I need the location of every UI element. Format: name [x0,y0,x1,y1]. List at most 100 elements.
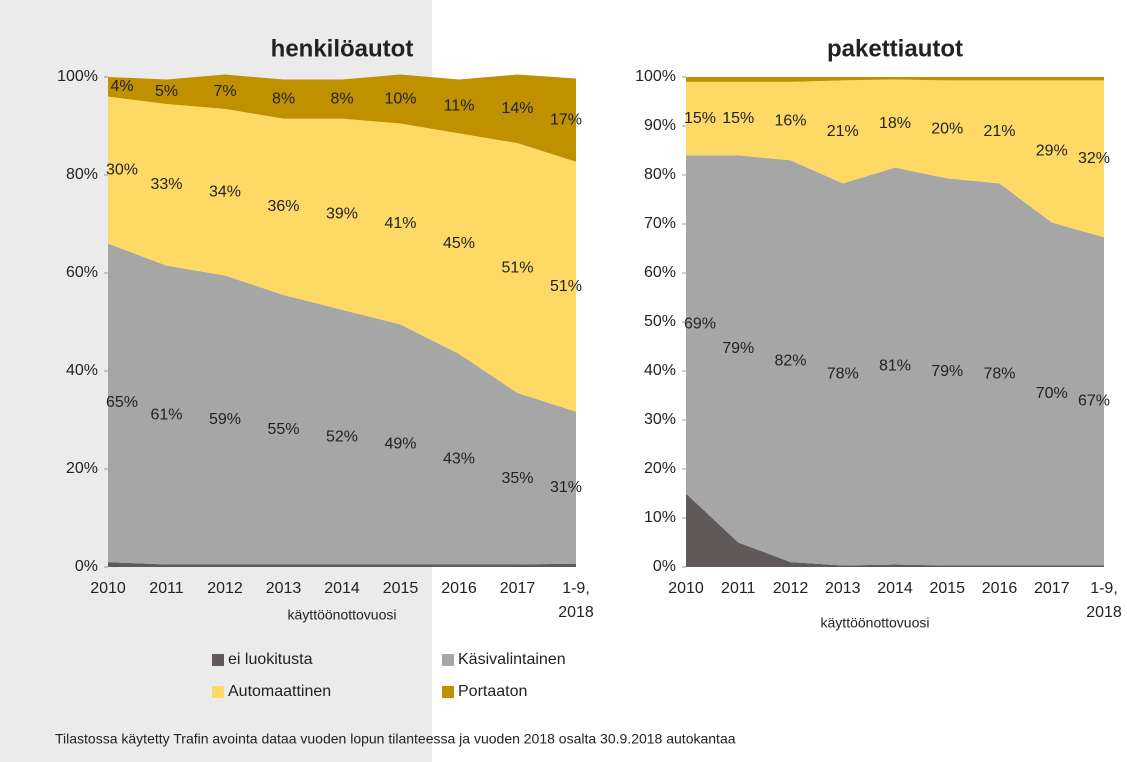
x-tick-label: 2016 [982,580,1018,597]
data-label: 79% [722,340,754,357]
data-label: 17% [550,111,582,128]
data-label: 33% [150,176,182,193]
x-tick-label: 1-9, 2018 [558,580,594,621]
data-label: 7% [213,83,236,100]
y-tick-label: 40% [66,362,98,379]
x-axis-label: käyttöönottovuosi [821,615,930,631]
x-tick-label: 2017 [500,580,536,597]
data-label: 49% [384,436,416,453]
y-tick-label: 70% [644,215,676,232]
x-tick-label: 2015 [929,580,965,597]
legend-label: ei luokitusta [228,651,313,668]
data-label: 20% [931,121,963,138]
x-tick-label: 2010 [90,580,126,597]
data-label: 69% [684,316,716,333]
x-tick-label: 2013 [825,580,861,597]
x-tick-label: 2017 [1034,580,1070,597]
area [686,79,1104,238]
y-tick-label: 60% [644,264,676,281]
data-label: 51% [501,259,533,276]
legend-label: Automaattinen [228,683,331,700]
data-label: 29% [1036,143,1068,160]
data-label: 5% [155,83,178,100]
data-label: 52% [326,428,358,445]
x-tick-label: 2011 [721,580,756,597]
y-tick-label: 10% [644,509,676,526]
y-tick-label: 40% [644,362,676,379]
area [686,155,1104,566]
data-label: 34% [209,183,241,200]
data-label: 43% [443,450,475,467]
legend-label: Portaaton [458,683,527,700]
data-label: 30% [106,161,138,178]
y-tick-label: 50% [644,313,676,330]
data-label: 61% [150,406,182,423]
data-label: 45% [443,235,475,252]
data-label: 41% [384,215,416,232]
x-tick-label: 2013 [266,580,302,597]
y-tick-label: 90% [644,117,676,134]
y-tick-label: 0% [653,558,676,575]
footnote: Tilastossa käytetty Trafin avointa dataa… [55,731,736,747]
x-tick-label: 2014 [324,580,360,597]
x-tick-label: 2015 [383,580,419,597]
y-tick-label: 100% [57,68,98,85]
data-label: 78% [827,366,859,383]
x-tick-label: 1-9, 2018 [1086,580,1122,621]
data-label: 10% [384,90,416,107]
data-label: 82% [774,352,806,369]
y-tick-label: 30% [644,411,676,428]
area [686,77,1104,82]
data-label: 21% [827,123,859,140]
data-label: 16% [774,112,806,129]
data-label: 65% [106,394,138,411]
legend-swatch [212,654,224,666]
data-label: 14% [501,100,533,117]
data-label: 31% [550,479,582,496]
data-label: 32% [1078,150,1110,167]
y-tick-label: 60% [66,264,98,281]
legend-swatch [442,686,454,698]
x-tick-label: 2016 [441,580,477,597]
chart-title: henkilöautot [271,35,414,62]
data-label: 4% [110,78,133,95]
data-label: 55% [267,421,299,438]
chart-title: pakettiautot [827,35,963,62]
data-label: 78% [983,366,1015,383]
y-tick-label: 20% [66,460,98,477]
data-label: 70% [1036,385,1068,402]
data-label: 39% [326,205,358,222]
x-tick-label: 2014 [877,580,913,597]
y-tick-label: 0% [75,558,98,575]
x-tick-label: 2012 [207,580,243,597]
data-label: 15% [684,110,716,127]
x-tick-label: 2010 [668,580,704,597]
area [686,493,1104,567]
data-label: 8% [330,90,353,107]
data-label: 36% [267,198,299,215]
data-label: 79% [931,363,963,380]
y-tick-label: 100% [635,68,676,85]
y-tick-label: 20% [644,460,676,477]
data-label: 59% [209,411,241,428]
data-label: 67% [1078,393,1110,410]
legend-swatch [212,686,224,698]
y-tick-label: 80% [66,166,98,183]
y-tick-label: 80% [644,166,676,183]
data-label: 15% [722,110,754,127]
data-label: 81% [879,357,911,374]
data-label: 51% [550,278,582,295]
area [108,96,576,412]
x-axis-label: käyttöönottovuosi [288,607,397,623]
x-tick-label: 2012 [773,580,809,597]
legend-label: Käsivalintainen [458,651,566,668]
area [108,243,576,565]
legend-swatch [442,654,454,666]
data-label: 21% [983,123,1015,140]
data-label: 8% [272,90,295,107]
data-label: 11% [444,98,475,115]
data-label: 18% [879,115,911,132]
data-label: 35% [501,470,533,487]
area [108,74,576,162]
